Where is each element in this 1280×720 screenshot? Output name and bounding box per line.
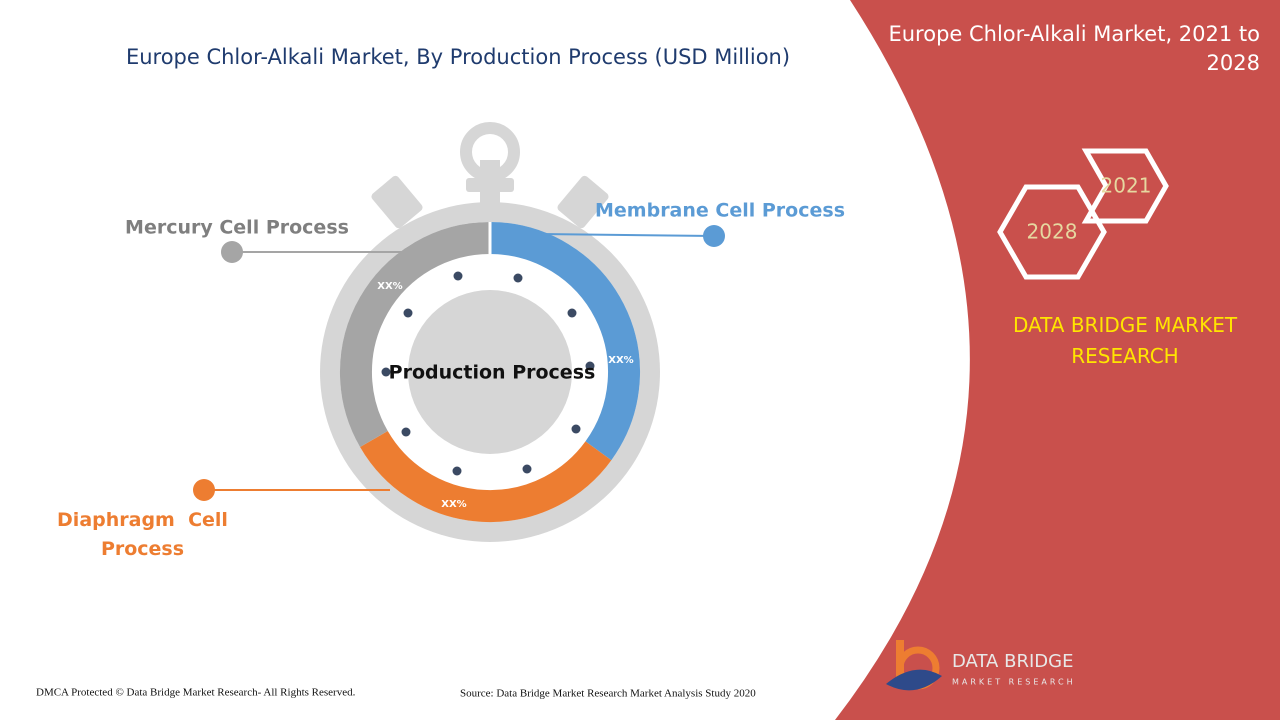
copyright: DMCA Protected © Data Bridge Market Rese… bbox=[36, 687, 356, 699]
segment-label: Diaphragm Cell Process bbox=[57, 509, 235, 560]
year: 2028 bbox=[1027, 220, 1078, 244]
hexagon bbox=[1081, 148, 1169, 224]
share-label: XX% bbox=[441, 499, 466, 510]
segment-mercury bbox=[340, 222, 491, 447]
panel-title-box: Europe Chlor-Alkali Market, 2021 to 2028 bbox=[888, 22, 1260, 75]
segment-label: Mercury Cell Process bbox=[125, 217, 349, 239]
year: 2021 bbox=[1101, 174, 1152, 198]
segment-label-box: Diaphragm Cell Process bbox=[57, 509, 235, 560]
side-panel bbox=[835, 0, 1280, 720]
callout-dot bbox=[703, 225, 725, 247]
share-label: XX% bbox=[608, 355, 633, 366]
segment-label: Membrane Cell Process bbox=[595, 200, 845, 222]
hexagon bbox=[997, 184, 1107, 280]
brand: DATA BRIDGE MARKET RESEARCH bbox=[1012, 313, 1238, 368]
logo-text: DATA BRIDGE bbox=[952, 651, 1073, 672]
source: Source: Data Bridge Market Research Mark… bbox=[460, 688, 756, 700]
segment-membrane bbox=[489, 222, 641, 461]
brand-box: DATA BRIDGE MARKET RESEARCH bbox=[1012, 313, 1238, 368]
logo-mark bbox=[886, 640, 942, 691]
center-disc bbox=[408, 290, 572, 454]
title: Europe Chlor-Alkali Market, By Productio… bbox=[126, 45, 790, 69]
panel-title: Europe Chlor-Alkali Market, 2021 to 2028 bbox=[888, 22, 1260, 75]
callout-line bbox=[539, 233, 715, 237]
dial-dots bbox=[381, 271, 595, 476]
center-label: Production Process bbox=[389, 362, 596, 384]
logo-subtext: MARKET RESEARCH bbox=[952, 678, 1076, 687]
share-label: XX% bbox=[377, 281, 402, 292]
callout-dot bbox=[193, 479, 215, 501]
callout-dot bbox=[221, 241, 243, 263]
segment-diaphragm bbox=[360, 430, 612, 523]
